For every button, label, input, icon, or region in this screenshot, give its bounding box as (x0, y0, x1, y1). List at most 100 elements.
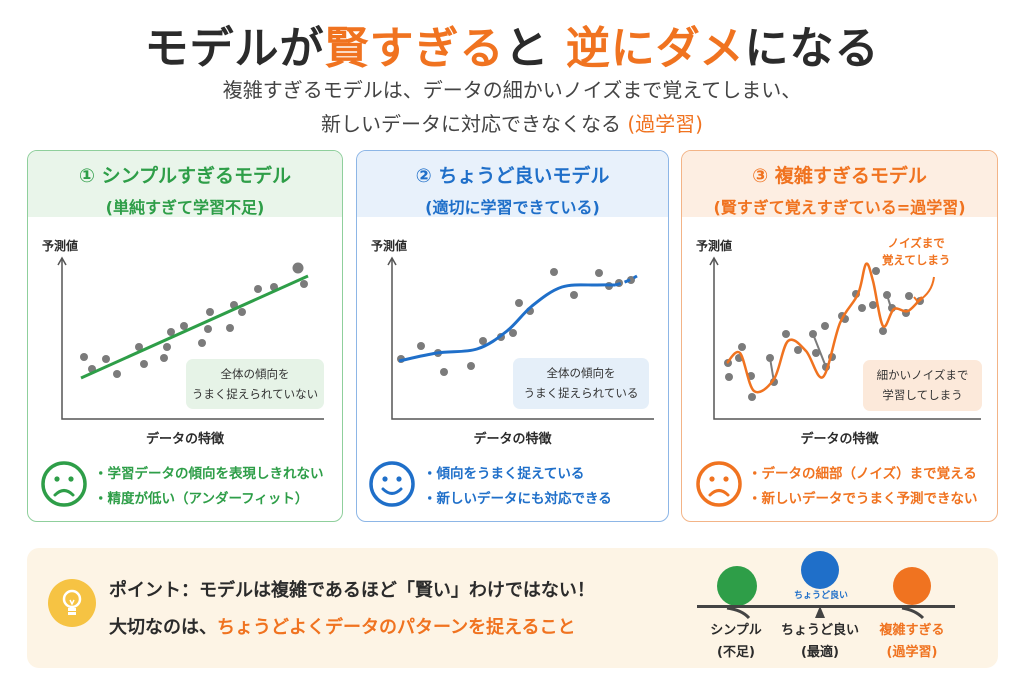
data-point (238, 308, 246, 316)
panel-title: ① シンプルすぎるモデル (78, 165, 292, 187)
data-point (206, 308, 214, 316)
data-point (509, 329, 517, 337)
data-point (595, 269, 603, 277)
data-point (300, 280, 308, 288)
arrow-head-icon (913, 296, 924, 304)
panel-simple-model: ① シンプルすぎるモデル (単純すぎて学習不足) 予測値 データの特徴 全体の傾… (27, 150, 343, 522)
bullet: ・傾向をうまく捉えている (423, 466, 585, 482)
label-text: 複雑すぎる (879, 623, 945, 638)
title-highlight: 賢すぎる (324, 23, 505, 74)
title-text: になる (744, 23, 880, 74)
smile-face-icon (369, 461, 415, 507)
data-point (782, 330, 790, 338)
bullet: ・新しいデータにも対応できる (423, 491, 612, 507)
bullet: ・学習データの傾向を表現しきれない (94, 466, 324, 482)
balance-top-label: ちょうど良い (793, 591, 848, 601)
simple-ball (717, 566, 757, 606)
conclusion-text: 大切なのは、 (109, 617, 217, 638)
note-text: 学習してしまう (882, 388, 963, 402)
data-point (163, 343, 171, 351)
panel-good-model: ② ちょうど良いモデル (適切に学習できている) 予測値 データの特徴 全体の傾… (356, 150, 669, 522)
residual-line (886, 294, 893, 312)
data-point (440, 368, 448, 376)
data-point (113, 370, 121, 378)
residual-line (812, 333, 827, 368)
data-point (204, 325, 212, 333)
data-point (725, 373, 733, 381)
data-point (160, 354, 168, 362)
conclusion-highlight: ちょうどよくデータのパターンを捉えること (217, 617, 576, 638)
y-axis-label: 予測値 (371, 239, 408, 253)
axes (713, 258, 981, 420)
panel-title: ② ちょうど良いモデル (415, 165, 610, 187)
x-axis-label: データの特徴 (473, 432, 552, 447)
subtitle-line2: 新しいデータに対応できなくなる (過学習) (0, 108, 1024, 137)
data-point (905, 292, 913, 300)
note-text: うまく捉えられていない (191, 387, 319, 401)
data-point (858, 304, 866, 312)
bullet: ・新しいデータでうまく予測できない (748, 491, 978, 507)
y-axis-arrow (709, 256, 719, 266)
point-text: ポイント：モデルは複雑であるほど「賢い」わけではない！ (109, 580, 595, 601)
data-point (515, 299, 523, 307)
data-point (872, 267, 880, 275)
data-point (738, 343, 746, 351)
panel-subtitle: (適切に学習できている) (425, 198, 600, 217)
annotation-text: 覚えてしまう (882, 253, 951, 267)
frown-face-icon (41, 461, 87, 507)
complex-ball (893, 567, 931, 605)
y-axis-arrow (57, 256, 67, 266)
overfit-chart (709, 256, 981, 420)
x-axis-label: データの特徴 (145, 432, 224, 447)
data-point (627, 276, 635, 284)
data-point (812, 349, 820, 357)
smooth-fit-curve (398, 283, 616, 363)
data-point (417, 342, 425, 350)
panel-header: ② ちょうど良いモデル (適切に学習できている) (357, 151, 668, 217)
note-box: 細かいノイズまで 学習してしまう (863, 360, 982, 411)
data-point (180, 322, 188, 330)
note-text: 全体の傾向を (220, 367, 290, 381)
title-highlight: 逆にダメ (565, 23, 745, 74)
data-point (467, 362, 475, 370)
bullet: ・データの細部（ノイズ）まで覚える (748, 466, 977, 482)
subtitle-highlight: (過学習) (627, 112, 703, 136)
data-point (102, 355, 110, 363)
label-text: ちょうど良い (780, 623, 859, 638)
note-text: 全体の傾向を (546, 366, 616, 380)
note-text: 細かいノイズまで (876, 368, 969, 382)
data-point (140, 360, 148, 368)
note-text: うまく捉えられている (523, 386, 639, 400)
data-point (80, 353, 88, 361)
label-text: (最適) (801, 645, 839, 660)
good-fit-chart (387, 256, 654, 420)
data-point (821, 322, 829, 330)
note-box: 全体の傾向をうまく捉えられている (513, 358, 649, 409)
balance-label-good: ちょうど良い (最適) (775, 620, 865, 664)
label-text: (不足) (717, 645, 755, 660)
key-point-box: ポイント：モデルは複雑であるほど「賢い」わけではない！ 大切なのは、ちょうどよく… (27, 548, 998, 668)
axes (391, 258, 654, 420)
panel-complex-model: ③ 複雑すぎるモデル (賢すぎて覚えすぎている=過学習) 予測値 データの特徴 … (681, 150, 998, 522)
data-point (479, 337, 487, 345)
data-point (570, 291, 578, 299)
y-axis-label: 予測値 (42, 239, 79, 253)
panel-header: ③ 複雑すぎるモデル (賢すぎて覚えすぎている=過学習) (682, 151, 997, 217)
point-conclusion: 大切なのは、ちょうどよくデータのパターンを捉えること (109, 613, 576, 639)
label-text: シンプル (710, 623, 762, 638)
balance-scale-icon (697, 551, 955, 620)
axes (61, 258, 324, 420)
data-point (167, 328, 175, 336)
balance-label-complex: 複雑すぎる (過学習) (867, 620, 957, 664)
data-point (292, 262, 304, 274)
lightbulb-icon (48, 579, 96, 627)
subtitle-line1: 複雑すぎるモデルは、データの細かいノイズまで覚えてしまい、 (222, 78, 802, 102)
x-axis-label: データの特徴 (800, 432, 879, 447)
title-text: と (504, 23, 550, 74)
overfit-curve (726, 262, 923, 394)
data-point (135, 343, 143, 351)
underfit-chart (57, 256, 324, 420)
data-point (254, 285, 262, 293)
extrapolation-dashed (614, 274, 638, 287)
balance-label-simple: シンプル (不足) (691, 620, 781, 664)
